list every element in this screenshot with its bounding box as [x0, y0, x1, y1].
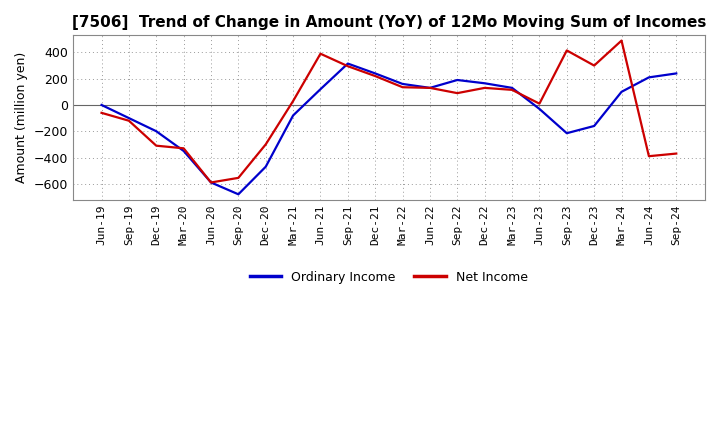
Net Income	[261, 142, 270, 147]
Net Income	[617, 38, 626, 43]
Net Income	[535, 101, 544, 106]
Ordinary Income	[426, 85, 434, 91]
Ordinary Income	[289, 113, 297, 118]
Net Income	[289, 99, 297, 104]
Ordinary Income	[590, 123, 598, 128]
Net Income	[508, 87, 516, 92]
Ordinary Income	[179, 148, 188, 154]
Net Income	[562, 48, 571, 53]
Net Income	[398, 84, 407, 90]
Ordinary Income	[562, 131, 571, 136]
Net Income	[426, 85, 434, 91]
Net Income	[179, 146, 188, 151]
Ordinary Income	[234, 192, 243, 197]
Ordinary Income	[97, 103, 106, 108]
Line: Ordinary Income: Ordinary Income	[102, 63, 676, 194]
Ordinary Income	[508, 85, 516, 91]
Ordinary Income	[672, 71, 680, 76]
Net Income	[125, 118, 133, 123]
Title: [7506]  Trend of Change in Amount (YoY) of 12Mo Moving Sum of Incomes: [7506] Trend of Change in Amount (YoY) o…	[72, 15, 706, 30]
Net Income	[453, 91, 462, 96]
Ordinary Income	[617, 89, 626, 95]
Y-axis label: Amount (million yen): Amount (million yen)	[15, 52, 28, 183]
Net Income	[234, 175, 243, 180]
Ordinary Income	[316, 87, 325, 92]
Ordinary Income	[398, 81, 407, 87]
Legend: Ordinary Income, Net Income: Ordinary Income, Net Income	[245, 265, 533, 289]
Ordinary Income	[261, 164, 270, 169]
Net Income	[371, 73, 379, 79]
Line: Net Income: Net Income	[102, 40, 676, 183]
Net Income	[97, 110, 106, 115]
Ordinary Income	[152, 128, 161, 134]
Net Income	[480, 85, 489, 91]
Ordinary Income	[644, 75, 653, 80]
Net Income	[343, 63, 352, 69]
Net Income	[207, 180, 215, 185]
Net Income	[672, 151, 680, 156]
Net Income	[644, 154, 653, 159]
Ordinary Income	[480, 81, 489, 86]
Ordinary Income	[125, 115, 133, 121]
Net Income	[152, 143, 161, 148]
Net Income	[316, 51, 325, 56]
Ordinary Income	[535, 106, 544, 112]
Ordinary Income	[343, 61, 352, 66]
Ordinary Income	[371, 71, 379, 76]
Ordinary Income	[453, 77, 462, 83]
Net Income	[590, 63, 598, 68]
Ordinary Income	[207, 180, 215, 185]
